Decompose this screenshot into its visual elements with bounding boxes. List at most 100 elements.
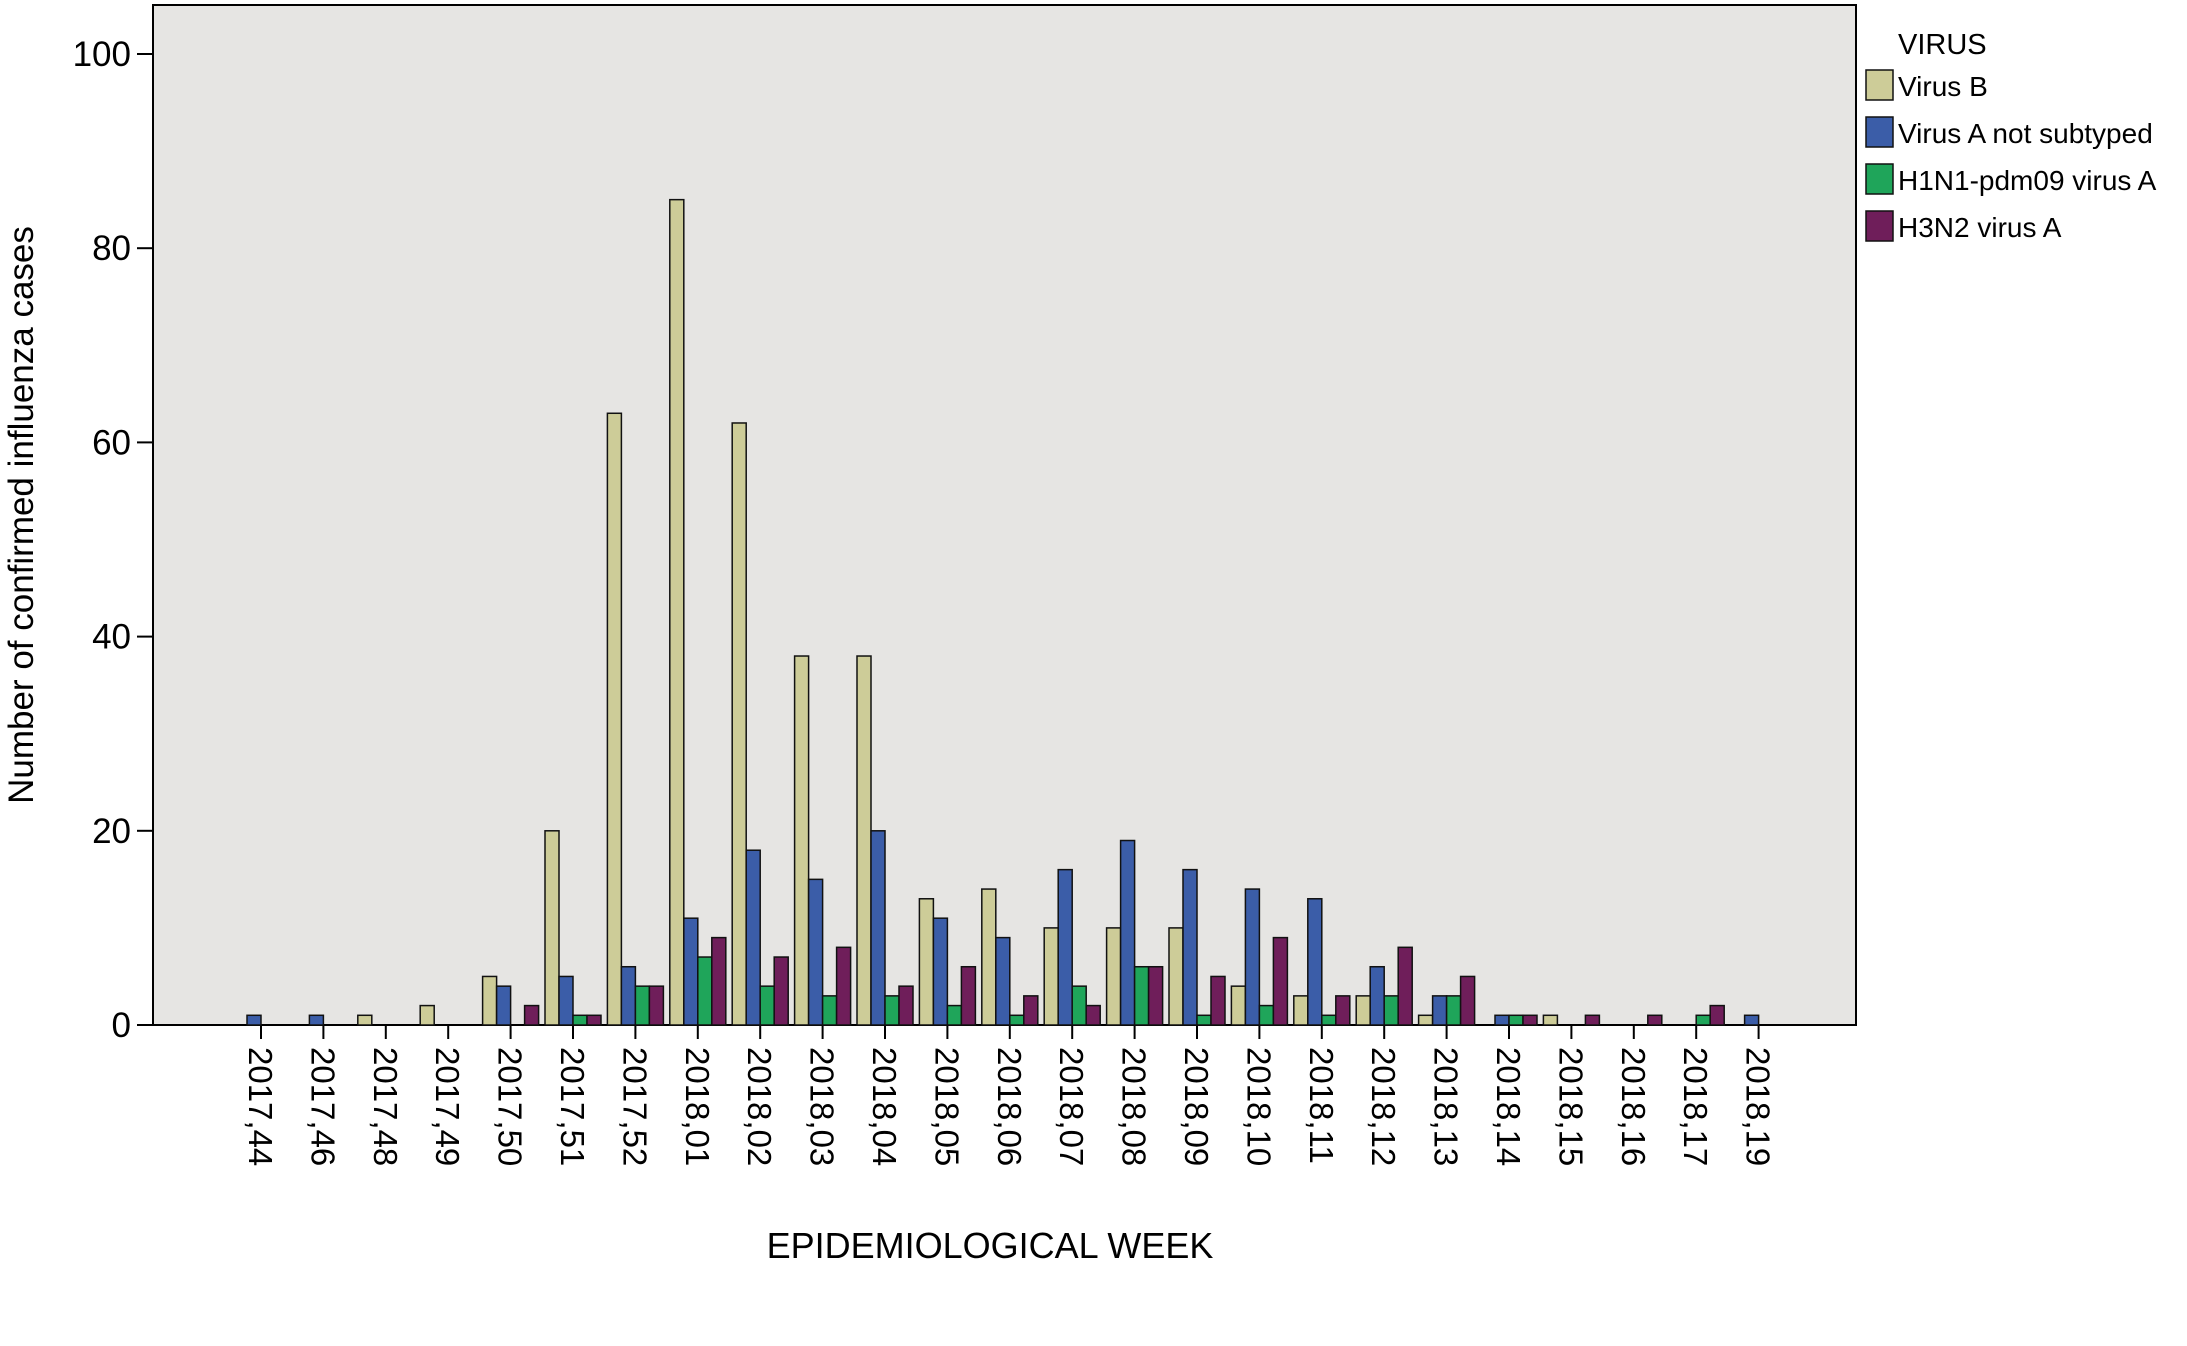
bar [1355, 995, 1371, 1026]
legend-swatch [1865, 210, 1894, 242]
bar [1182, 868, 1198, 1026]
y-tick-label: 40 [92, 618, 131, 657]
bar [1105, 927, 1122, 1026]
bar [870, 830, 886, 1026]
x-tick-label: 2018,03 [804, 1047, 841, 1166]
bar [1009, 1014, 1025, 1026]
bar [821, 995, 838, 1026]
y-tick-label: 60 [92, 423, 131, 462]
bar [1459, 975, 1476, 1026]
bar [1168, 927, 1184, 1026]
bar [835, 946, 852, 1026]
bar [898, 985, 914, 1026]
x-axis-title: EPIDEMIOLOGICAL WEEK [767, 1225, 1214, 1266]
bar [1335, 995, 1351, 1026]
bar [1431, 995, 1448, 1026]
bar [246, 1014, 262, 1026]
bar [807, 878, 824, 1026]
bar [1057, 868, 1073, 1026]
x-axis: 2017,44 2017,46 2017,48 2017,49 2017,50 2017,… [242, 1025, 1777, 1166]
bar [1321, 1014, 1337, 1026]
bar [1647, 1014, 1663, 1026]
legend-entry: Virus B [1898, 71, 1988, 102]
x-tick-label: 2018,16 [1615, 1047, 1652, 1166]
bar [1743, 1014, 1760, 1026]
bar [1397, 946, 1413, 1026]
bar [960, 965, 977, 1026]
bar [995, 936, 1011, 1026]
bar [1709, 1004, 1725, 1026]
bar [759, 985, 775, 1026]
x-tick-label: 2017,51 [554, 1047, 591, 1166]
bar [711, 936, 727, 1026]
y-axis-title: Number of confirmed influenza cases [2, 226, 41, 804]
legend-swatch [1865, 69, 1894, 101]
y-axis: 0 20 40 60 80 100 [73, 35, 153, 1045]
x-tick-label: 2018,08 [1116, 1047, 1153, 1166]
x-tick-label: 2018,13 [1428, 1047, 1465, 1166]
x-tick-label: 2018,07 [1053, 1047, 1090, 1166]
bar [495, 985, 512, 1026]
x-tick-label: 2017,46 [304, 1047, 341, 1166]
bar [1307, 898, 1323, 1026]
x-tick-label: 2017,52 [616, 1047, 653, 1166]
x-tick-label: 2018,04 [866, 1047, 903, 1166]
x-tick-label: 2018,14 [1490, 1047, 1527, 1166]
bar [856, 655, 872, 1026]
bar [1293, 995, 1309, 1026]
bar [1584, 1014, 1601, 1026]
bar [793, 655, 810, 1026]
y-tick-label: 0 [112, 1006, 131, 1045]
x-tick-label: 2018,12 [1365, 1047, 1402, 1166]
bar [1272, 936, 1289, 1026]
x-tick-label: 2018,01 [679, 1047, 716, 1166]
bar [620, 965, 637, 1026]
bar [918, 898, 935, 1026]
x-tick-label: 2018,10 [1240, 1047, 1277, 1166]
y-tick-label: 100 [73, 35, 131, 74]
bar [572, 1014, 588, 1026]
x-tick-label: 2018,15 [1552, 1047, 1589, 1166]
x-tick-label: 2018,09 [1178, 1047, 1215, 1166]
bar [1522, 1014, 1538, 1026]
bar [308, 1014, 325, 1026]
bar [1494, 1014, 1510, 1026]
bar [1230, 985, 1247, 1026]
bar [357, 1014, 373, 1026]
bar [1133, 965, 1150, 1026]
bar [1196, 1014, 1212, 1026]
bar [1542, 1014, 1559, 1026]
bar [683, 917, 699, 1026]
plot-area [152, 4, 1857, 1026]
bar [1383, 995, 1399, 1026]
bar [648, 985, 665, 1026]
x-tick-label: 2018,02 [741, 1047, 778, 1166]
legend-entry: Virus A not subtyped [1898, 118, 2153, 149]
x-tick-label: 2018,19 [1740, 1047, 1777, 1166]
bar [1119, 839, 1136, 1026]
bar [606, 412, 623, 1026]
bar [946, 1004, 963, 1026]
x-tick-label: 2018,06 [991, 1047, 1028, 1166]
bar [669, 198, 685, 1026]
bar [1695, 1014, 1711, 1026]
legend-entry: H1N1-pdm09 virus A [1898, 165, 2157, 196]
bars-group [246, 198, 1760, 1026]
bar [884, 995, 900, 1026]
x-tick-label: 2018,17 [1677, 1047, 1714, 1166]
bar [981, 888, 997, 1026]
legend-entry: H3N2 virus A [1898, 212, 2062, 243]
bar [586, 1014, 602, 1026]
x-tick-label: 2017,49 [429, 1047, 466, 1166]
bar [932, 917, 949, 1026]
legend: VIRUS Virus B Virus A not subtyped H1N1-pd… [1865, 29, 2157, 243]
bar [745, 849, 761, 1026]
bar [1258, 1004, 1275, 1026]
bar [634, 985, 651, 1026]
x-tick-label: 2018,11 [1303, 1047, 1340, 1164]
bar [1210, 975, 1226, 1026]
bar [1508, 1014, 1524, 1026]
bar [1244, 888, 1261, 1026]
bar [1085, 1004, 1101, 1026]
